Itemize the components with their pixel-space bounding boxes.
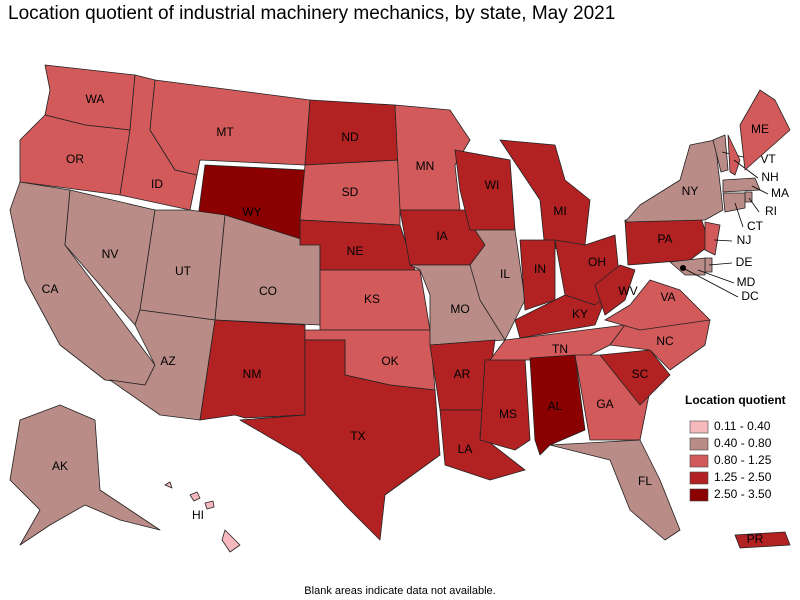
state-label: RI — [765, 204, 777, 218]
state-label: SC — [632, 367, 649, 381]
callout-line — [734, 202, 744, 228]
state-label: DC — [741, 289, 759, 303]
state-label: OH — [588, 255, 606, 269]
island — [164, 481, 173, 489]
state-label: FL — [638, 474, 652, 488]
state-label: NH — [761, 170, 778, 184]
state-label: UT — [175, 264, 192, 278]
state-label: OK — [381, 354, 398, 368]
state-label: KS — [364, 292, 380, 306]
state-label: MO — [450, 302, 469, 316]
state-label: IN — [534, 262, 546, 276]
state-label: CO — [259, 284, 277, 298]
state-label: WV — [618, 284, 637, 298]
state-label: IA — [436, 229, 447, 243]
state-label: OR — [66, 152, 84, 166]
state-label: CT — [747, 219, 764, 233]
state — [624, 139, 724, 223]
callout-line — [682, 267, 739, 298]
island — [204, 500, 215, 510]
state-label: MA — [771, 186, 789, 200]
state — [722, 192, 746, 213]
state — [9, 404, 161, 546]
state — [669, 257, 706, 276]
state-label: WI — [485, 178, 500, 192]
state-label: IL — [500, 267, 510, 281]
state-label: NE — [347, 244, 364, 258]
state-label: HI — [192, 508, 204, 522]
state-label: MD — [737, 275, 756, 289]
callout-line — [708, 262, 733, 266]
state-label: DE — [736, 255, 753, 269]
map-title: Location quotient of industrial machiner… — [8, 3, 615, 24]
state — [712, 134, 729, 173]
state-label: WY — [242, 205, 261, 219]
state-label: CA — [42, 282, 59, 296]
callout-line — [751, 185, 769, 195]
legend-label: 1.25 - 2.50 — [714, 470, 772, 484]
state-label: ME — [751, 122, 769, 136]
state — [734, 531, 791, 549]
state-label: NY — [682, 184, 699, 198]
state — [599, 349, 671, 406]
state-label: SD — [342, 185, 359, 199]
state-label: WA — [86, 92, 105, 106]
state-label: MT — [216, 125, 234, 139]
island — [189, 491, 201, 502]
state — [594, 264, 636, 316]
state-label: PA — [657, 232, 672, 246]
callout-line — [748, 197, 760, 213]
state-label: GA — [596, 397, 613, 411]
callout-line — [713, 239, 733, 242]
callout-line — [697, 269, 735, 284]
state-label: MS — [499, 407, 517, 421]
state — [739, 89, 791, 171]
state-label: AL — [548, 399, 563, 413]
state-label: AR — [454, 367, 471, 381]
state — [199, 319, 306, 421]
state-label: PR — [747, 532, 764, 546]
state — [722, 177, 761, 193]
state — [469, 229, 526, 341]
state-label: AZ — [160, 354, 175, 368]
state — [239, 339, 441, 541]
state-label: NC — [656, 334, 674, 348]
state-label: KY — [572, 307, 588, 321]
state — [221, 529, 241, 553]
state-label: ID — [151, 177, 163, 191]
footnote: Blank areas indicate data not available. — [304, 585, 495, 597]
legend-label: 0.11 - 0.40 — [714, 419, 771, 433]
legend-title: Location quotient — [685, 393, 786, 407]
legend-label: 2.50 - 3.50 — [714, 487, 772, 501]
legend-swatch — [689, 437, 709, 451]
legend-swatch — [689, 488, 709, 502]
state-label: NM — [243, 367, 262, 381]
state-label: LA — [458, 442, 473, 456]
legend-swatch — [689, 420, 709, 434]
state-label: MN — [416, 159, 435, 173]
legend-label: 0.80 - 1.25 — [714, 453, 772, 467]
state — [489, 324, 626, 361]
state-label: NJ — [737, 233, 752, 247]
state — [479, 357, 531, 451]
state — [727, 134, 741, 176]
state-label: VT — [760, 152, 776, 166]
state-label: TN — [552, 342, 568, 356]
state — [704, 221, 721, 256]
state — [604, 279, 711, 331]
state-label: MI — [553, 204, 566, 218]
state-label: VA — [660, 290, 675, 304]
legend-label: 0.40 - 0.80 — [714, 436, 772, 450]
legend-swatch — [689, 471, 709, 485]
state-label: NV — [102, 247, 119, 261]
state-label: TX — [350, 429, 365, 443]
legend-swatch — [689, 454, 709, 468]
state-label: ND — [341, 130, 359, 144]
state-label: AK — [52, 459, 68, 473]
state — [549, 439, 681, 541]
